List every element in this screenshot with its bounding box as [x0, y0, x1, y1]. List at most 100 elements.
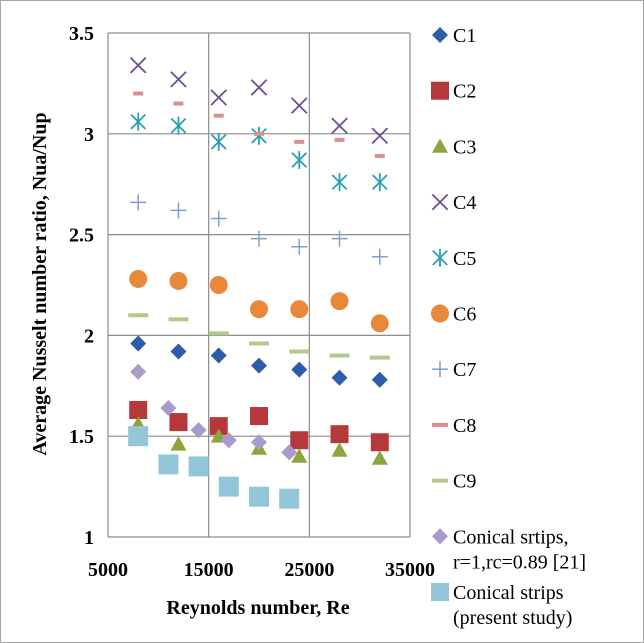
legend-label: (present study): [453, 607, 572, 629]
data-point: [130, 335, 147, 352]
data-point: [290, 300, 309, 319]
data-point: [294, 139, 305, 144]
data-point: [279, 488, 300, 509]
data-point: [291, 448, 308, 463]
data-point: [334, 137, 345, 142]
legend-marker: [432, 138, 448, 153]
legend-marker: [432, 27, 448, 43]
series-9: [128, 313, 390, 360]
data-point: [291, 151, 308, 170]
data-point: [251, 434, 267, 451]
y-tick-label: 1: [84, 527, 94, 549]
data-point: [209, 417, 228, 436]
legend-marker: [432, 422, 448, 427]
legend-marker: [432, 248, 448, 267]
data-point: [371, 450, 388, 465]
legend-label: C9: [453, 471, 476, 493]
x-tick-label: 35000: [385, 559, 435, 581]
series-11: [128, 426, 300, 509]
y-tick-label: 1.5: [69, 426, 94, 448]
data-point: [170, 202, 187, 219]
data-point: [331, 117, 348, 135]
data-point: [250, 407, 268, 426]
y-axis-title: Average Nusselt number ratio, Nua/Nup: [29, 112, 51, 455]
data-point: [371, 371, 388, 388]
legend-label: r=1,rc=0.89 [21]: [453, 551, 586, 573]
x-tick-labels: 5000 15000 25000 35000: [88, 559, 435, 581]
data-point: [249, 341, 269, 346]
data-point: [208, 331, 229, 336]
data-point: [169, 271, 188, 290]
data-point: [173, 101, 184, 106]
legend-label: Conical srtips,: [453, 526, 569, 548]
data-point: [130, 363, 147, 380]
legend-marker: [432, 478, 448, 483]
legend-marker: [431, 81, 449, 100]
legend-label: C3: [453, 136, 476, 158]
data-point: [331, 173, 348, 192]
x-tick-label: 25000: [284, 559, 334, 581]
series-2: [129, 400, 389, 452]
legend-item: C3: [432, 136, 476, 158]
data-point: [168, 317, 189, 322]
legend-item: C1: [432, 25, 476, 47]
legend-label: C1: [453, 25, 476, 47]
data-point: [129, 56, 147, 74]
x-tick-label: 15000: [184, 559, 234, 581]
x-axis-title: Reynolds number, Re: [166, 597, 349, 619]
data-point: [129, 400, 148, 419]
data-point: [330, 292, 349, 311]
data-point: [331, 230, 348, 247]
data-point: [158, 454, 179, 475]
data-point: [290, 431, 309, 450]
data-point: [249, 486, 269, 507]
data-point: [133, 91, 144, 96]
data-point: [130, 112, 147, 131]
series-6: [129, 269, 389, 333]
data-point: [169, 413, 188, 432]
series-4: [129, 56, 389, 145]
data-point: [254, 131, 264, 136]
data-point: [128, 426, 149, 447]
legend-marker: [431, 583, 449, 601]
legend-item: C9: [432, 471, 476, 493]
legend-label: C2: [453, 81, 476, 103]
data-point: [250, 79, 268, 96]
data-point: [170, 343, 187, 360]
data-point: [371, 248, 388, 265]
data-point: [371, 127, 389, 145]
data-point: [160, 399, 177, 416]
series-7: [130, 194, 388, 265]
data-point: [210, 132, 227, 151]
data-point: [370, 433, 389, 452]
series-8: [133, 91, 385, 158]
y-tick-label: 3: [84, 124, 94, 146]
y-tick-labels: 1 1.5 2 2.5 3 3.5: [69, 23, 94, 549]
legend-item: C2: [431, 81, 476, 103]
data-point: [170, 116, 187, 135]
data-point: [130, 194, 147, 211]
data-point: [251, 126, 267, 145]
data-point: [291, 361, 308, 378]
legend-label: C4: [453, 192, 476, 214]
data-point: [331, 369, 348, 386]
data-point: [210, 89, 228, 106]
data-point: [218, 476, 239, 497]
series-1: [130, 335, 388, 388]
data-point: [369, 355, 390, 360]
legend-item: C5: [432, 248, 476, 270]
y-tick-label: 2: [84, 325, 94, 347]
legend-marker: [432, 528, 448, 545]
grid: [107, 32, 411, 538]
data-point: [213, 113, 224, 118]
data-point: [209, 276, 228, 294]
y-tick-label: 2.5: [69, 225, 94, 247]
series-5: [130, 112, 388, 192]
legend-marker: [431, 193, 449, 211]
data-point: [190, 422, 207, 439]
data-point: [129, 269, 148, 288]
legend: C1 C2 C3 C4 C5 C6 C7 C8 C9 Conical srtips, r=1,rc=…: [431, 25, 586, 629]
data-point: [374, 153, 385, 158]
